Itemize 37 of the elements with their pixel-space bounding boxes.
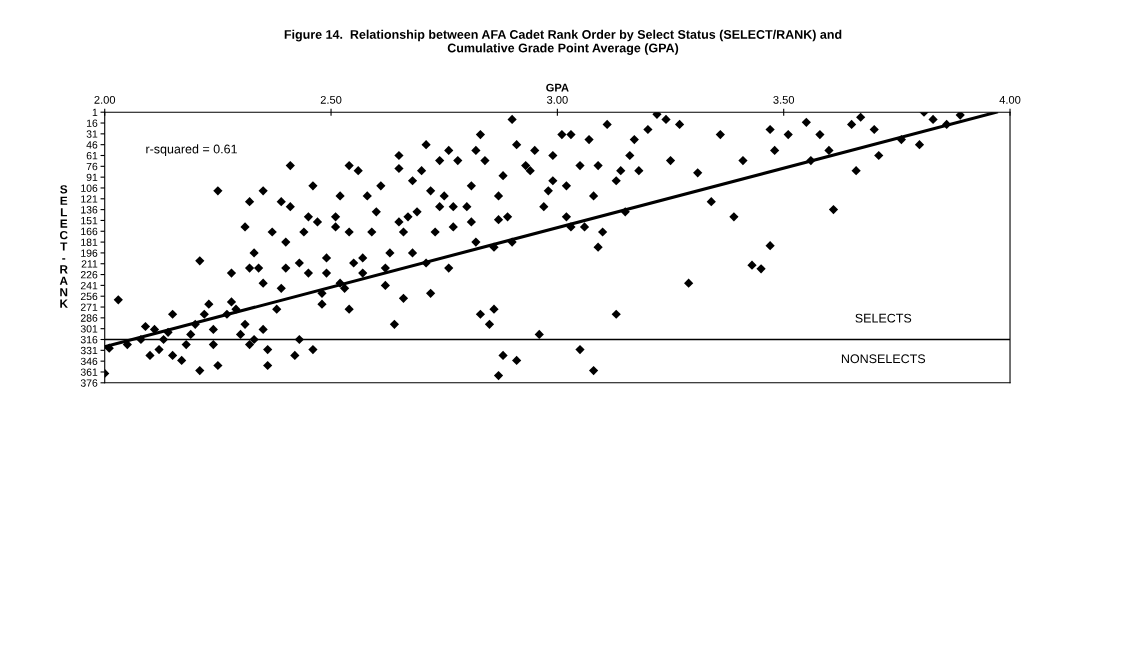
annotation: r-squared = 0.61 [146, 144, 237, 156]
text: SELECT - RANK [59, 185, 68, 308]
y-tick-label: 121 [81, 195, 98, 203]
x-tick-label: 2.00 [94, 95, 116, 104]
y-tick-label: 181 [81, 238, 98, 246]
y-tick-label: 346 [80, 357, 98, 366]
y-tick-label: 226 [80, 271, 98, 279]
y-tick-label: 301 [80, 325, 98, 333]
chart-title: Figure 14. Relationship between AFA Cadet Rank Order by Select Status (SELECT/RANK) and Cumulative Grade Point Average (GPA) [284, 29, 842, 55]
x-tick-label: 2.50 [320, 95, 342, 104]
x-tick-label: 3.00 [546, 95, 568, 104]
y-tick-label: 31 [86, 130, 98, 138]
y-tick-label: 16 [86, 119, 98, 127]
y-tick-label: 76 [86, 162, 98, 171]
x-tick-label: 4.00 [999, 95, 1021, 104]
y-tick-label: 136 [81, 206, 98, 214]
y-tick-label: 241 [80, 281, 98, 290]
y-tick-label: 106 [81, 184, 98, 192]
y-tick-label: 46 [86, 141, 98, 149]
y-tick-label: 1 [92, 108, 98, 116]
y-tick-label: 151 [81, 217, 98, 225]
x-tick-label: 3.50 [773, 95, 795, 104]
y-tick-label: 331 [80, 346, 98, 355]
y-tick-label: 376 [80, 379, 98, 387]
y-tick-label: 196 [81, 249, 98, 257]
y-tick-label: 286 [80, 314, 98, 322]
x-axis-title: GPA [546, 83, 569, 92]
y-tick-label: 271 [80, 303, 98, 311]
y-tick-label: 91 [86, 173, 98, 182]
annotation: SELECTS [855, 313, 912, 323]
y-tick-label: 256 [80, 292, 98, 301]
y-tick-label: 316 [80, 336, 98, 344]
y-tick-label: 61 [86, 152, 98, 160]
y-tick-label: 211 [81, 260, 98, 268]
y-tick-label: 361 [80, 368, 98, 376]
annotation: NONSELECTS [841, 354, 926, 364]
y-tick-label: 166 [81, 227, 98, 236]
